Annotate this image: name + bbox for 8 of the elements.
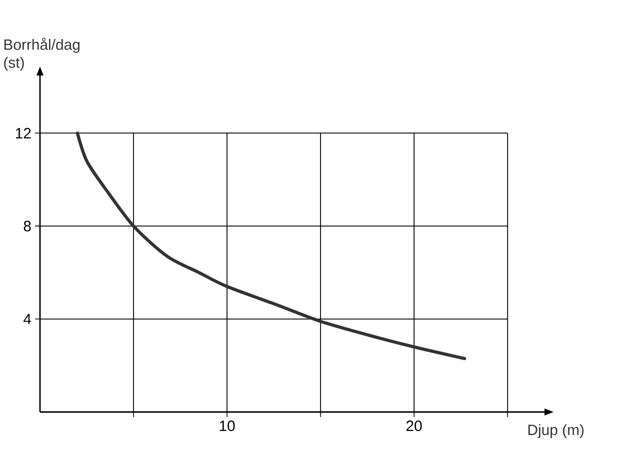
- x-tick-label: 10: [220, 420, 235, 432]
- line-series: [76, 132, 466, 360]
- y-tick-label: 12: [16, 128, 31, 138]
- x-tick-label: 20: [406, 420, 422, 432]
- x-axis-title: Djup (m): [528, 424, 584, 438]
- y-tick-label: 4: [24, 314, 32, 324]
- y-axis-title: Borrhål/dag (st): [4, 38, 80, 71]
- y-tick-label: 8: [24, 220, 31, 232]
